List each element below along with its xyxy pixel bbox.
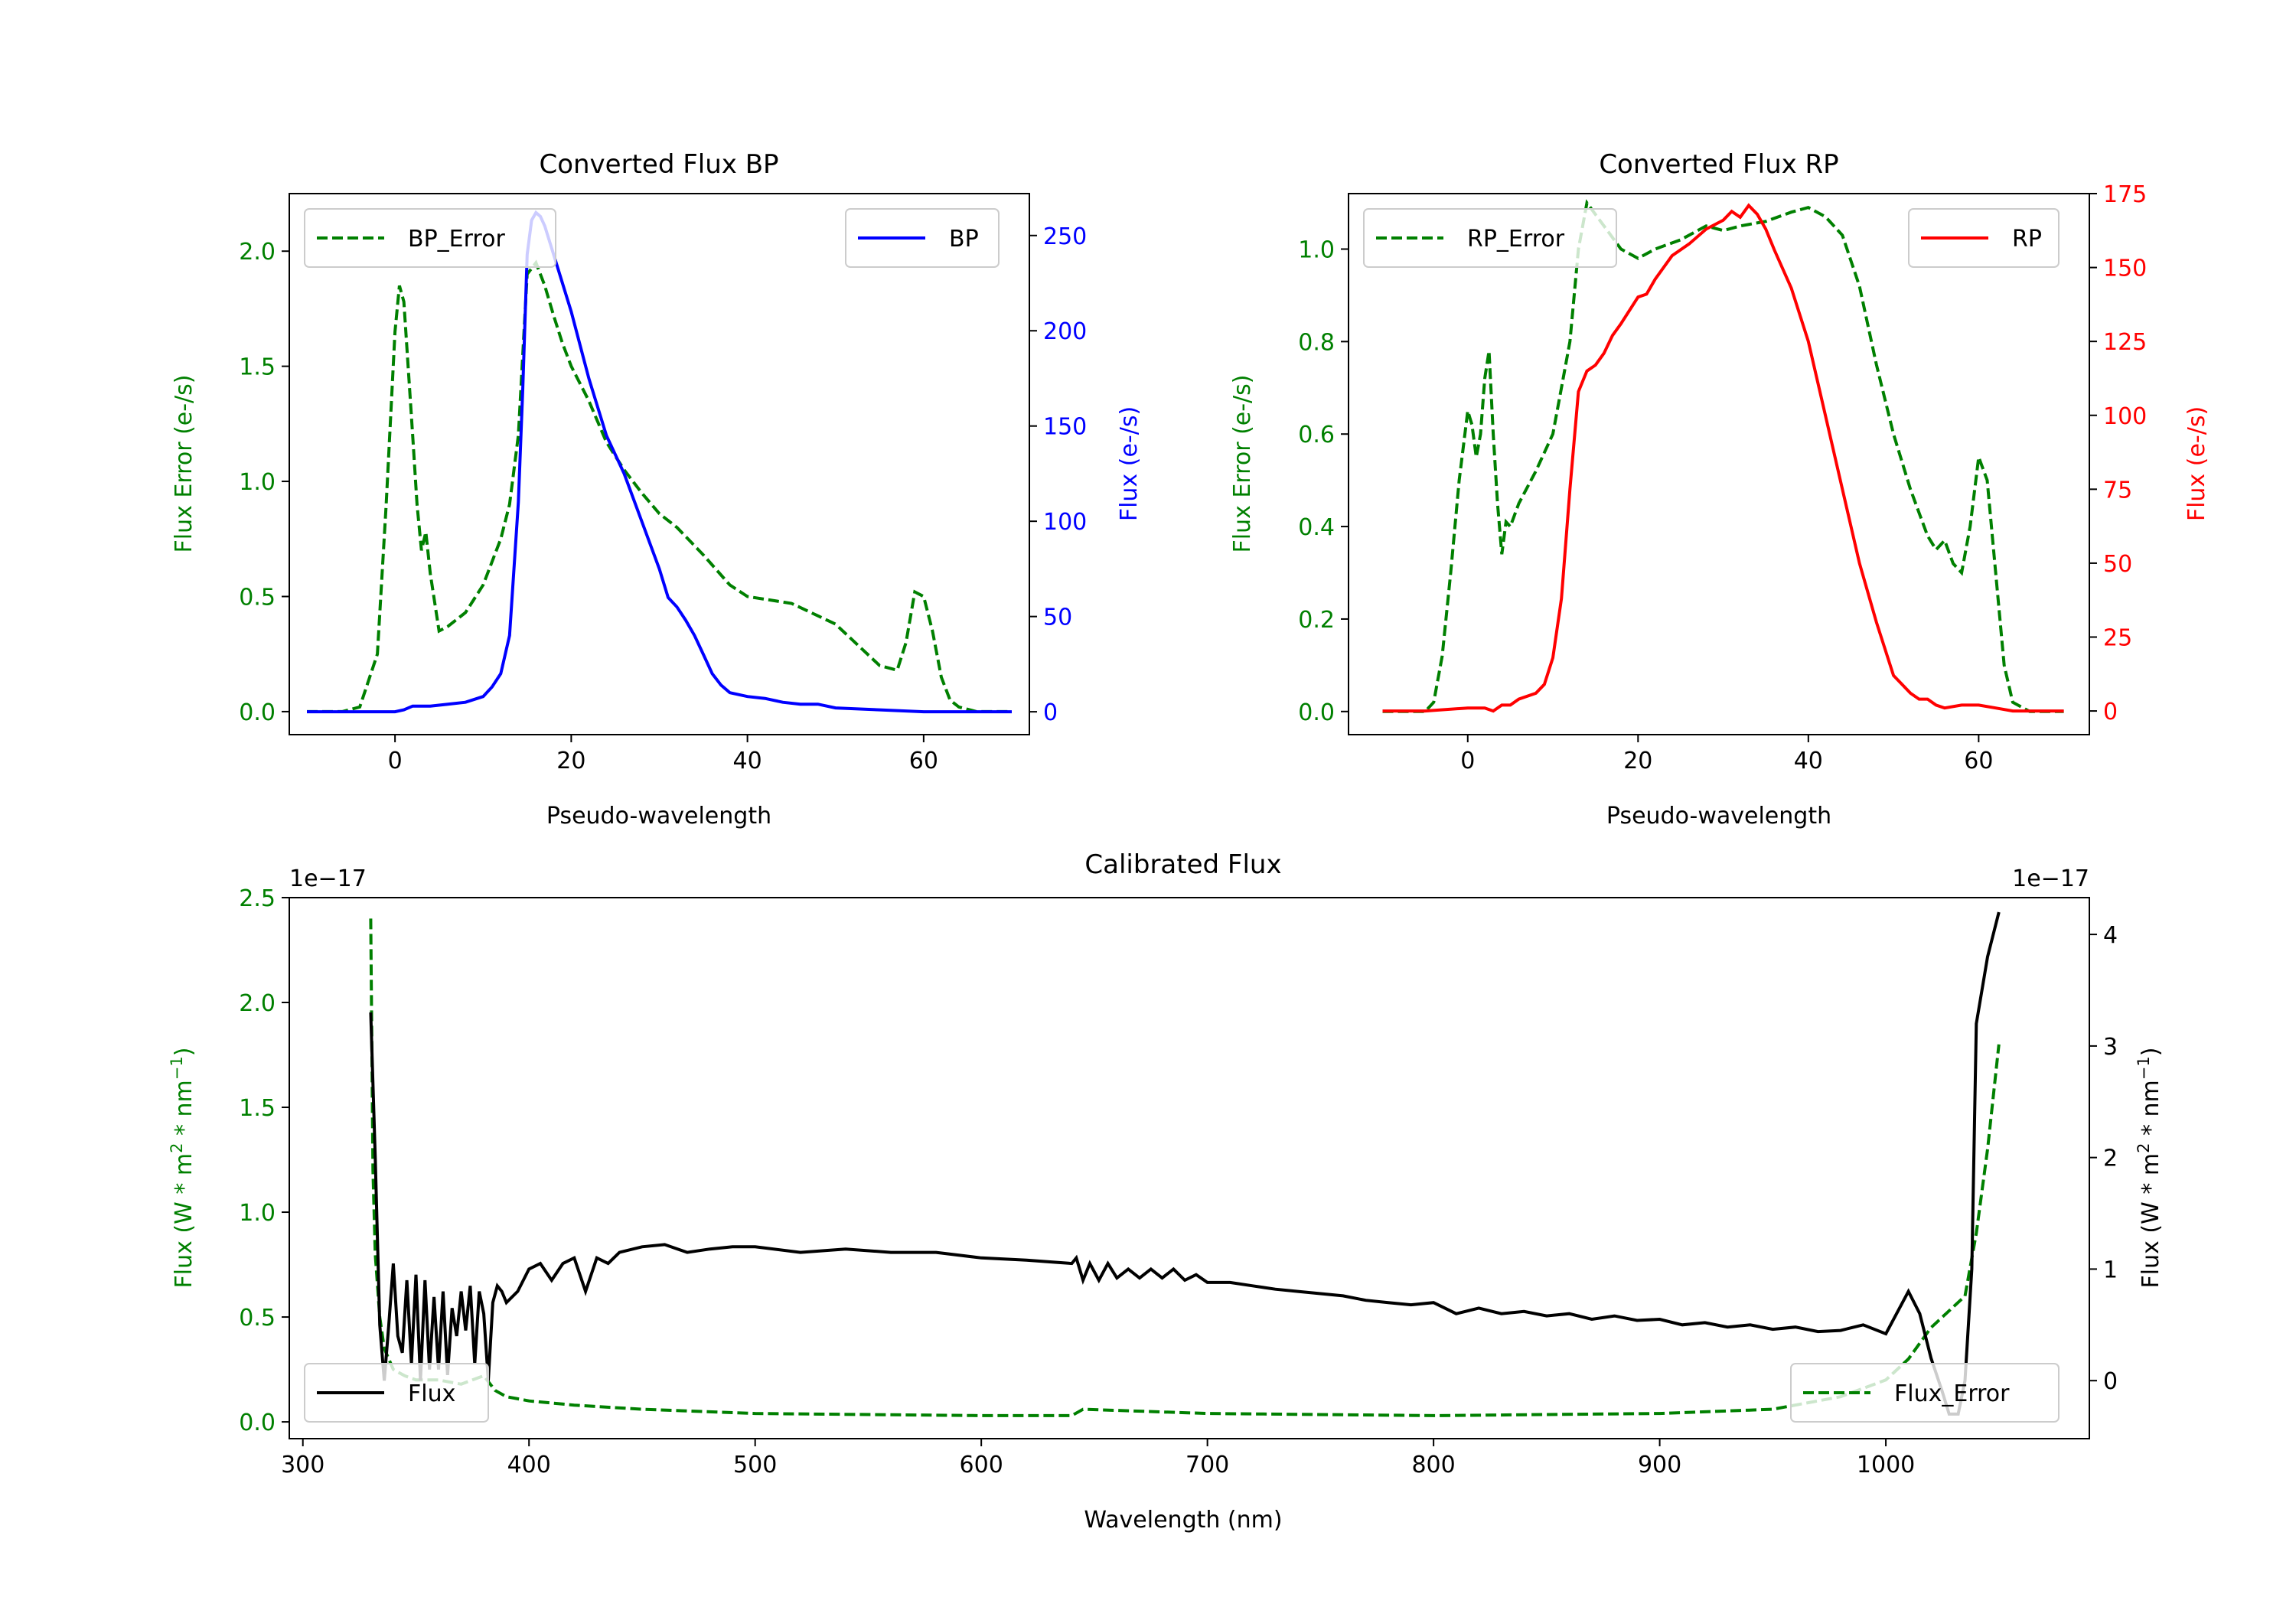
- cal-xtick-label: 1000: [1857, 1452, 1915, 1478]
- cal-ytick-left-label: 1.0: [239, 1200, 276, 1227]
- cal-xlabel: Wavelength (nm): [1084, 1507, 1282, 1534]
- bp-xtick-label: 40: [733, 748, 762, 774]
- rp-ytick-left-label: 0.8: [1298, 329, 1335, 356]
- cal-yticks-right: 0 1 2 3 4: [2089, 922, 2118, 1395]
- cal-xtick-label: 900: [1638, 1452, 1681, 1478]
- rp-legend-flux-label: RP: [2012, 226, 2042, 253]
- bp-legend-flux-label: BP: [949, 226, 979, 253]
- rp-flux-line: [1382, 203, 2064, 713]
- rp-panel: Converted Flux RP Pseudo-wavelength Flux…: [1229, 149, 2210, 830]
- bp-yticks-right: 0 50 100 150 200 250: [1029, 223, 1087, 726]
- rp-legend-flux: RP: [1908, 208, 2060, 268]
- rp-ylabel-right: Flux (e-/s): [2183, 406, 2210, 521]
- bp-ytick-right-label: 0: [1043, 699, 1058, 726]
- bp-ytick-right-label: 150: [1043, 414, 1087, 441]
- rp-legend-error: RP_Error: [1363, 208, 1617, 268]
- rp-ytick-left-label: 0.2: [1298, 607, 1335, 634]
- bp-xlabel: Pseudo-wavelength: [546, 803, 771, 830]
- cal-xtick-label: 600: [960, 1452, 1003, 1478]
- bp-ytick-left-label: 1.0: [239, 469, 276, 496]
- bp-legend-flux: BP: [845, 208, 1000, 268]
- cal-xtick-label: 700: [1186, 1452, 1229, 1478]
- rp-plot-area: [1348, 193, 2090, 735]
- rp-ytick-right-label: 0: [2103, 699, 2118, 725]
- bp-title: Converted Flux BP: [539, 149, 778, 180]
- bp-ytick-right-label: 100: [1043, 509, 1087, 536]
- cal-title: Calibrated Flux: [1084, 849, 1281, 880]
- bp-ytick-right-label: 50: [1043, 605, 1072, 631]
- bp-ytick-left-label: 2.0: [239, 239, 276, 266]
- cal-offset-left: 1e−17: [289, 865, 367, 892]
- cal-legend-flux: Flux: [304, 1363, 489, 1423]
- bp-legend-error: BP_Error: [304, 208, 556, 268]
- rp-yticks-left: 0.0 0.2 0.4 0.6 0.8 1.0: [1298, 237, 1349, 726]
- rp-ytick-left-label: 1.0: [1298, 237, 1335, 264]
- bp-error-line: [307, 259, 1012, 713]
- bp-legend-error-label: BP_Error: [408, 226, 505, 253]
- bp-panel: Converted Flux BP Pseudo-wavelength Flux…: [171, 149, 1143, 830]
- rp-ytick-left-label: 0.4: [1298, 514, 1335, 541]
- rp-xticks: 0 20 40 60: [1460, 735, 1993, 774]
- rp-ytick-right-label: 100: [2103, 403, 2147, 430]
- rp-legend-error-label: RP_Error: [1467, 226, 1565, 253]
- cal-ytick-left-label: 0.5: [239, 1305, 276, 1332]
- bp-ytick-left-label: 0.0: [239, 699, 276, 726]
- cal-ytick-left-label: 2.5: [239, 885, 276, 912]
- cal-xtick-label: 500: [733, 1452, 777, 1478]
- bp-ytick-left-label: 1.5: [239, 354, 276, 381]
- cal-xtick-label: 400: [507, 1452, 551, 1478]
- rp-ytick-right-label: 50: [2103, 551, 2132, 578]
- cal-xtick-label: 800: [1411, 1452, 1455, 1478]
- rp-error-line: [1382, 199, 2064, 713]
- rp-ytick-right-label: 25: [2103, 625, 2132, 652]
- rp-xtick-label: 40: [1794, 748, 1823, 774]
- cal-ytick-left-label: 0.0: [239, 1410, 276, 1436]
- bp-xtick-label: 0: [388, 748, 403, 774]
- bp-xtick-label: 60: [909, 748, 938, 774]
- rp-xtick-label: 60: [1964, 748, 1993, 774]
- rp-xtick-label: 20: [1623, 748, 1652, 774]
- calibrated-panel: Calibrated Flux Wavelength (nm) 1e−17 1e…: [168, 849, 2164, 1534]
- cal-ylabel-left: Flux (W * m2 * nm−1): [168, 1048, 197, 1289]
- rp-ytick-right-label: 175: [2103, 181, 2147, 208]
- rp-xlabel: Pseudo-wavelength: [1606, 803, 1831, 830]
- cal-offset-right: 1e−17: [2012, 865, 2089, 892]
- rp-ylabel-left: Flux Error (e-/s): [1229, 375, 1256, 553]
- cal-xtick-label: 300: [281, 1452, 325, 1478]
- rp-xtick-label: 0: [1460, 748, 1475, 774]
- cal-xticks: 300 400 500 600 700 800 900 1000: [281, 1439, 1915, 1478]
- rp-ytick-right-label: 150: [2103, 256, 2147, 282]
- rp-yticks-right: 0 25 50 75 100 125 150 175: [2089, 181, 2147, 725]
- rp-ytick-right-label: 125: [2103, 329, 2147, 356]
- cal-ytick-right-label: 1: [2103, 1257, 2118, 1283]
- rp-title: Converted Flux RP: [1599, 149, 1838, 180]
- cal-ytick-right-label: 3: [2103, 1034, 2118, 1061]
- cal-legend-error: Flux_Error: [1790, 1363, 2060, 1423]
- cal-ytick-left-label: 1.5: [239, 1095, 276, 1122]
- bp-ytick-right-label: 250: [1043, 223, 1087, 250]
- rp-ytick-left-label: 0.0: [1298, 699, 1335, 726]
- bp-flux-line: [307, 210, 1012, 714]
- cal-ylabel-right: Flux (W * m2 * nm−1): [2135, 1048, 2164, 1289]
- cal-plot-area: [289, 897, 2090, 1439]
- cal-legend-flux-label: Flux: [408, 1380, 455, 1407]
- bp-plot-area: [289, 193, 1030, 735]
- cal-ytick-right-label: 4: [2103, 922, 2118, 949]
- bp-ylabel-right: Flux (e-/s): [1116, 406, 1143, 521]
- bp-xtick-label: 20: [556, 748, 585, 774]
- cal-ytick-right-label: 2: [2103, 1146, 2118, 1172]
- cal-ytick-left-label: 2.0: [239, 990, 276, 1017]
- bp-yticks-left: 0.0 0.5 1.0 1.5 2.0: [239, 239, 289, 726]
- rp-ytick-right-label: 75: [2103, 477, 2132, 504]
- bp-ylabel-left: Flux Error (e-/s): [171, 375, 197, 553]
- cal-yticks-left: 0.0 0.5 1.0 1.5 2.0 2.5: [239, 885, 289, 1436]
- cal-ytick-right-label: 0: [2103, 1368, 2118, 1395]
- cal-flux-line: [369, 911, 2001, 1416]
- bp-xticks: 0 20 40 60: [388, 735, 938, 774]
- rp-ytick-left-label: 0.6: [1298, 422, 1335, 448]
- bp-ytick-right-label: 200: [1043, 318, 1087, 345]
- bp-ytick-left-label: 0.5: [239, 584, 276, 611]
- cal-legend-error-label: Flux_Error: [1894, 1380, 2010, 1407]
